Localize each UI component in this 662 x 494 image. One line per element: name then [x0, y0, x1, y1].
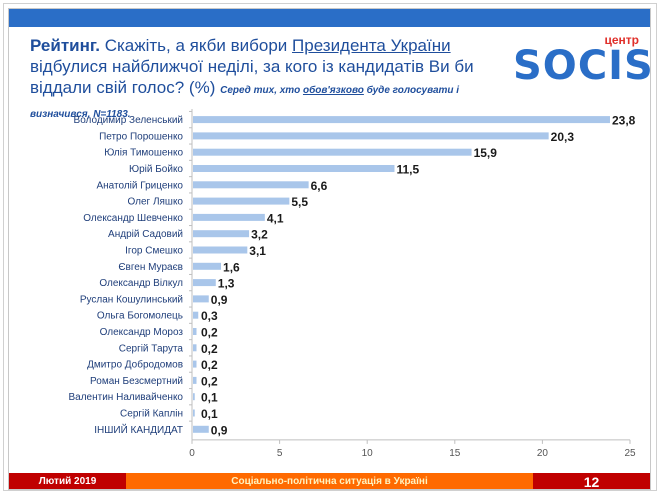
- slide-title: Рейтинг. Скажіть, а якби вибори Президен…: [30, 35, 520, 125]
- title-bold: Рейтинг.: [30, 36, 100, 55]
- bar: [193, 295, 209, 303]
- bar: [193, 425, 209, 433]
- value-label: 0,2: [201, 374, 218, 388]
- bar: [193, 262, 222, 270]
- bar: [193, 246, 248, 254]
- value-label: 0,2: [201, 325, 218, 339]
- bar: [193, 132, 549, 140]
- value-label: 15,9: [474, 146, 498, 160]
- x-tick-label: 5: [277, 448, 283, 459]
- bar: [193, 279, 216, 287]
- value-label: 6,6: [311, 179, 328, 193]
- bar: [193, 181, 309, 189]
- category-label: Сергій Каплін: [120, 408, 183, 419]
- value-label: 4,1: [267, 211, 284, 225]
- x-tick-label: 25: [624, 448, 636, 459]
- category-label: Дмитро Добродомов: [87, 359, 183, 371]
- value-label: 23,8: [612, 114, 636, 128]
- logo-big-text: SOCIS: [513, 43, 651, 89]
- category-label: Анатолій Гриценко: [96, 180, 183, 191]
- category-label: Сергій Тарута: [119, 343, 184, 354]
- bar: [193, 311, 199, 319]
- note-part2: буде голосувати і визначився, N=1183.: [30, 85, 460, 120]
- value-label: 20,3: [551, 130, 575, 144]
- value-label: 0,1: [201, 391, 218, 405]
- top-bar: [9, 9, 650, 27]
- value-label: 0,1: [201, 407, 218, 421]
- bar: [193, 393, 195, 401]
- category-label: Євген Мураєв: [118, 262, 183, 273]
- footer-date: Лютий 2019: [9, 473, 126, 489]
- x-tick-label: 20: [537, 448, 549, 459]
- bar-chart: Володимир Зеленський 23,8 Петро Порошенко 2…: [68, 109, 636, 459]
- bar: [193, 327, 197, 335]
- value-label: 5,5: [291, 195, 308, 209]
- category-label: Олександр Шевченко: [83, 213, 183, 224]
- category-label: Олександр Вілкул: [99, 278, 183, 289]
- category-label: Олександр Мороз: [100, 327, 184, 338]
- bar: [193, 164, 395, 172]
- x-tick-label: 15: [449, 448, 461, 459]
- value-label: 3,1: [249, 244, 266, 258]
- outer-frame: [3, 3, 657, 491]
- category-label: Петро Порошенко: [99, 131, 183, 142]
- bar: [193, 148, 472, 156]
- bar: [193, 360, 197, 368]
- title-part1: Скажіть, а якби вибори: [99, 36, 293, 55]
- category-label: Олег Ляшко: [127, 197, 183, 208]
- slide: Рейтинг. Скажіть, а якби вибори Президен…: [8, 8, 651, 490]
- footer-page-number: 12: [533, 473, 650, 489]
- value-label: 0,9: [211, 293, 228, 307]
- bar: [193, 213, 265, 221]
- category-label: Володимир Зеленський: [74, 115, 183, 126]
- note-part1: Серед тих, хто: [220, 85, 303, 96]
- logo-small-text: центр: [604, 33, 639, 47]
- value-label: 0,9: [211, 423, 228, 437]
- value-label: 0,2: [201, 342, 218, 356]
- footer: Лютий 2019 Соціально-політична ситуація …: [9, 473, 650, 489]
- title-part2: відбулися найближчої неділі, за кого із …: [30, 57, 474, 97]
- bar: [193, 230, 250, 238]
- category-label: Ольга Богомолець: [97, 311, 183, 322]
- x-tick-label: 10: [362, 448, 374, 459]
- bar: [193, 376, 197, 384]
- bar: [193, 409, 195, 417]
- category-label: Роман Безсмертний: [90, 376, 183, 387]
- category-label: Андрій Садовий: [108, 229, 183, 240]
- note: Серед тих, хто обов'язково буде голосува…: [30, 85, 459, 120]
- value-label: 0,2: [201, 358, 218, 372]
- bar: [193, 116, 610, 124]
- value-label: 3,2: [251, 228, 268, 242]
- bar: [193, 197, 290, 205]
- value-label: 11,5: [396, 162, 419, 176]
- category-label: Юлія Тимошенко: [104, 148, 183, 159]
- value-label: 1,6: [223, 260, 240, 274]
- category-label: Ігор Смешко: [125, 245, 183, 256]
- value-label: 0,3: [201, 309, 218, 323]
- category-label: Юрій Бойко: [129, 164, 183, 175]
- title-underlined: Президента України: [292, 36, 451, 55]
- category-label: Руслан Кошулинський: [80, 294, 183, 305]
- socis-logo: центр SOCIS: [509, 29, 651, 89]
- note-underlined: обов'язково: [302, 85, 364, 96]
- bar: [193, 344, 197, 352]
- category-label: ІНШИЙ КАНДИДАТ: [94, 423, 183, 436]
- category-label: Валентин Наливайченко: [68, 392, 183, 403]
- footer-topic: Соціально-політична ситуація в Україні: [126, 473, 533, 489]
- value-label: 1,3: [218, 277, 235, 291]
- x-tick-label: 0: [189, 448, 195, 459]
